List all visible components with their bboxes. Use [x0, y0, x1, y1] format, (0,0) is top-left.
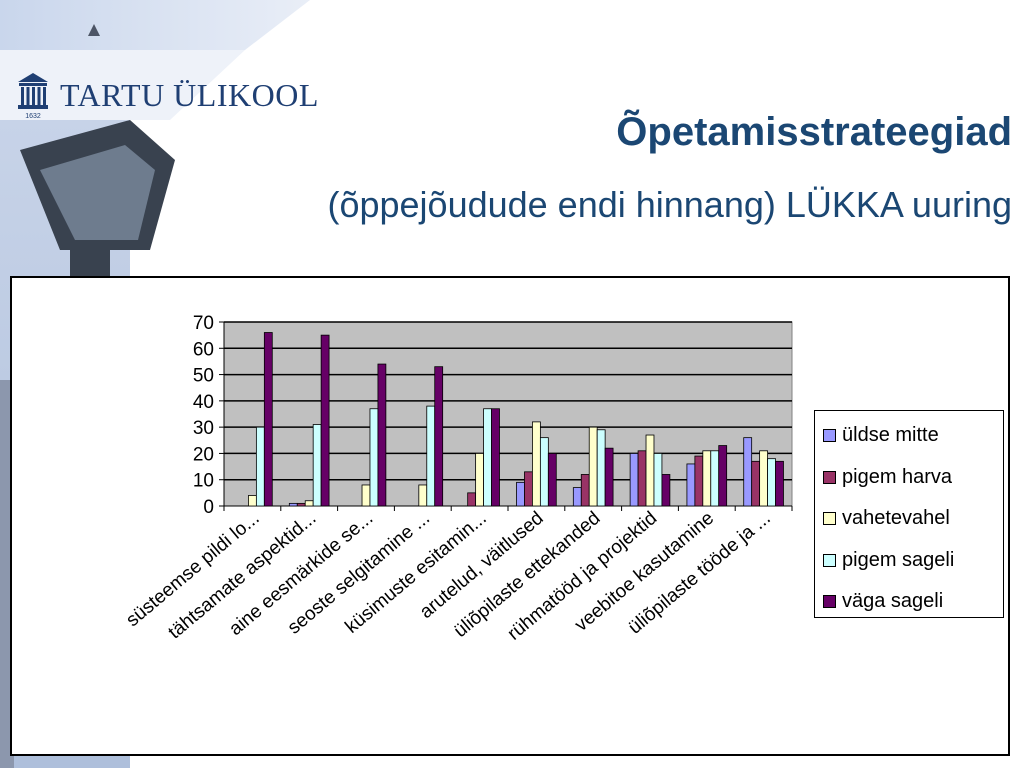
bar: [288, 502, 298, 507]
y-tick-label: 0: [203, 497, 214, 518]
bar: [718, 445, 728, 507]
bar: [539, 437, 549, 507]
y-tick-label: 40: [193, 392, 214, 413]
bar: [629, 453, 639, 507]
bar: [304, 500, 314, 507]
y-tick-label: 50: [193, 366, 214, 387]
y-tick-label: 30: [193, 418, 214, 439]
bar: [653, 453, 663, 507]
legend-label: pigem harva: [842, 465, 953, 488]
bar: [516, 481, 525, 507]
bar: [296, 502, 306, 507]
legend-label: vahetevahel: [842, 507, 950, 530]
bar: [483, 408, 492, 507]
bar: [702, 450, 712, 507]
bar: [767, 458, 776, 507]
chart-legend: üldse mitte pigem harva vahetevahel pigem s…: [814, 410, 1004, 618]
bar: [694, 455, 704, 507]
y-tick-label: 10: [193, 471, 214, 492]
bar: [604, 447, 614, 507]
legend-label: üldse mitte: [842, 424, 939, 447]
legend-item: pigem sageli: [823, 540, 1003, 582]
bar: [645, 434, 655, 507]
legend-swatch: [823, 553, 836, 567]
page-title: Õpetamisstrateegiad: [616, 110, 1012, 154]
bar: [759, 450, 768, 507]
legend-swatch: [823, 512, 836, 526]
chart-frame: 0 10 20 30 40 50 60 70 süsteemse pildi lo... täht…: [10, 276, 1010, 756]
bar: [263, 332, 273, 507]
bar: [312, 424, 322, 507]
bar: [491, 408, 500, 507]
y-tick-label: 70: [193, 313, 214, 334]
bar: [418, 484, 428, 507]
page-subtitle: (õppejõudude endi hinnang) LÜKKA uuring: [327, 184, 1012, 225]
bar: [248, 495, 257, 507]
legend-swatch: [823, 429, 836, 443]
legend-label: väga sageli: [842, 590, 944, 613]
bar: [751, 460, 761, 507]
bar: [361, 484, 371, 507]
bar: [588, 426, 598, 507]
bar: [524, 471, 533, 507]
bar: [255, 426, 265, 507]
bar: [686, 463, 696, 507]
bar: [572, 487, 582, 507]
y-tick-label: 20: [193, 444, 214, 465]
bar: [661, 474, 671, 507]
legend-item: pigem harva: [823, 457, 1003, 499]
bar: [475, 453, 484, 507]
y-tick-label: 60: [193, 339, 214, 360]
university-building-icon: 1632: [18, 73, 48, 120]
legend-swatch: [823, 470, 836, 484]
legend-item: üldse mitte: [823, 415, 1003, 457]
bar: [637, 450, 647, 507]
legend-item: väga sageli: [823, 581, 1003, 623]
bar: [547, 453, 557, 507]
legend-swatch: [823, 595, 836, 609]
bar: [467, 492, 477, 507]
bar: [596, 429, 606, 507]
bar: [377, 363, 387, 507]
logo-year: 1632: [25, 113, 41, 120]
bar: [775, 460, 784, 507]
bar: [320, 334, 330, 507]
bar: [532, 421, 541, 507]
bar: [743, 437, 753, 507]
legend-item: vahetevahel: [823, 498, 1003, 540]
bar: [369, 408, 379, 507]
bar: [580, 474, 590, 507]
bar: [434, 366, 444, 507]
legend-label: pigem sageli: [842, 548, 955, 571]
university-logo: 1632 TARTU ÜLIKOOL: [16, 70, 319, 120]
bar: [426, 405, 436, 507]
logo-text: TARTU ÜLIKOOL: [60, 76, 319, 113]
bar: [710, 450, 720, 507]
